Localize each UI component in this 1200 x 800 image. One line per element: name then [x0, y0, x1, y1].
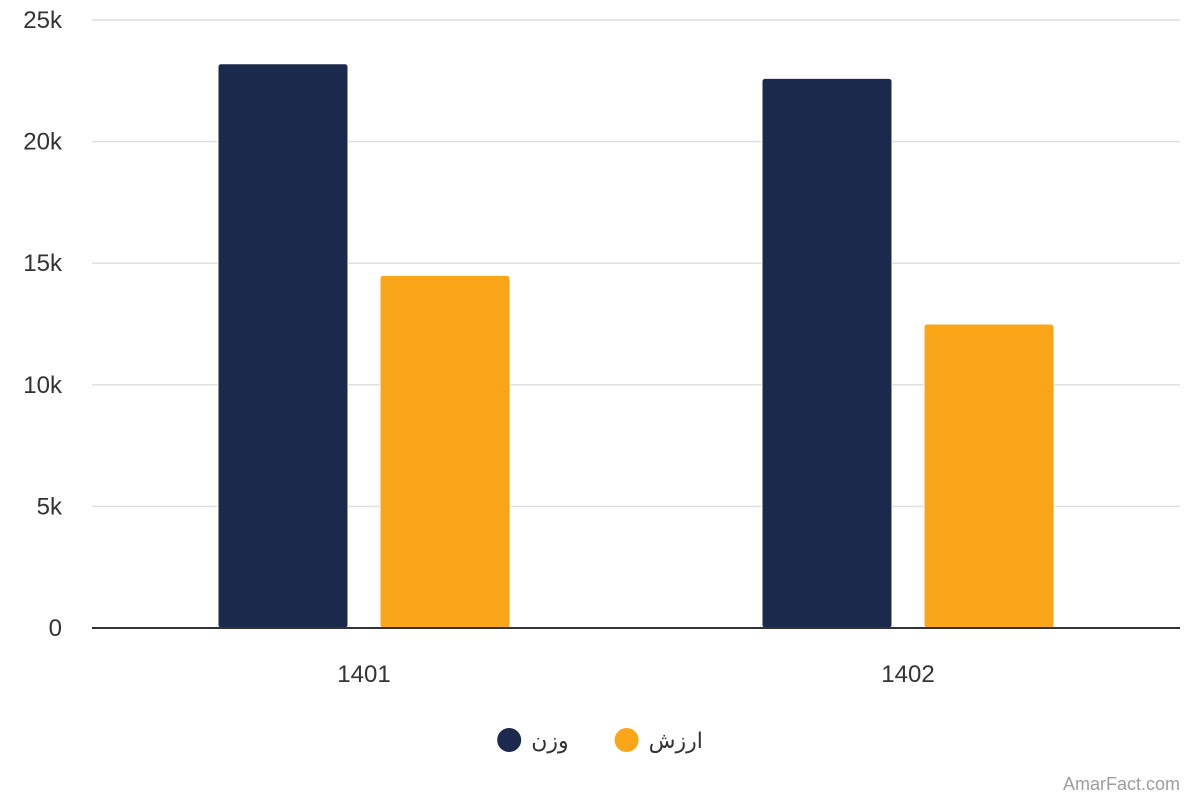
- y-tick-label: 10k: [23, 372, 63, 399]
- y-tick-label: 15k: [23, 250, 63, 277]
- bars: [217, 63, 1055, 629]
- legend: وزن ارزش: [497, 728, 703, 754]
- bar[interactable]: [217, 63, 349, 629]
- bar[interactable]: [379, 274, 511, 629]
- bar[interactable]: [761, 77, 893, 629]
- x-tick-label: 1401: [337, 661, 390, 688]
- y-tick-label: 0: [49, 615, 62, 642]
- legend-marker-icon[interactable]: [614, 728, 639, 752]
- y-tick-label: 20k: [23, 129, 63, 156]
- y-tick-label: 5k: [37, 493, 63, 520]
- y-tick-label: 25k: [23, 7, 63, 34]
- legend-label: وزن: [531, 729, 568, 754]
- axes: 0 5k 10k 15k 20k 25k 1401 1402: [23, 7, 1180, 688]
- x-tick-label: 1402: [881, 661, 934, 688]
- legend-label: ارزش: [649, 729, 703, 754]
- credit-text: AmarFact.com: [1063, 774, 1180, 794]
- legend-marker-icon[interactable]: [497, 728, 522, 752]
- bar[interactable]: [923, 323, 1055, 629]
